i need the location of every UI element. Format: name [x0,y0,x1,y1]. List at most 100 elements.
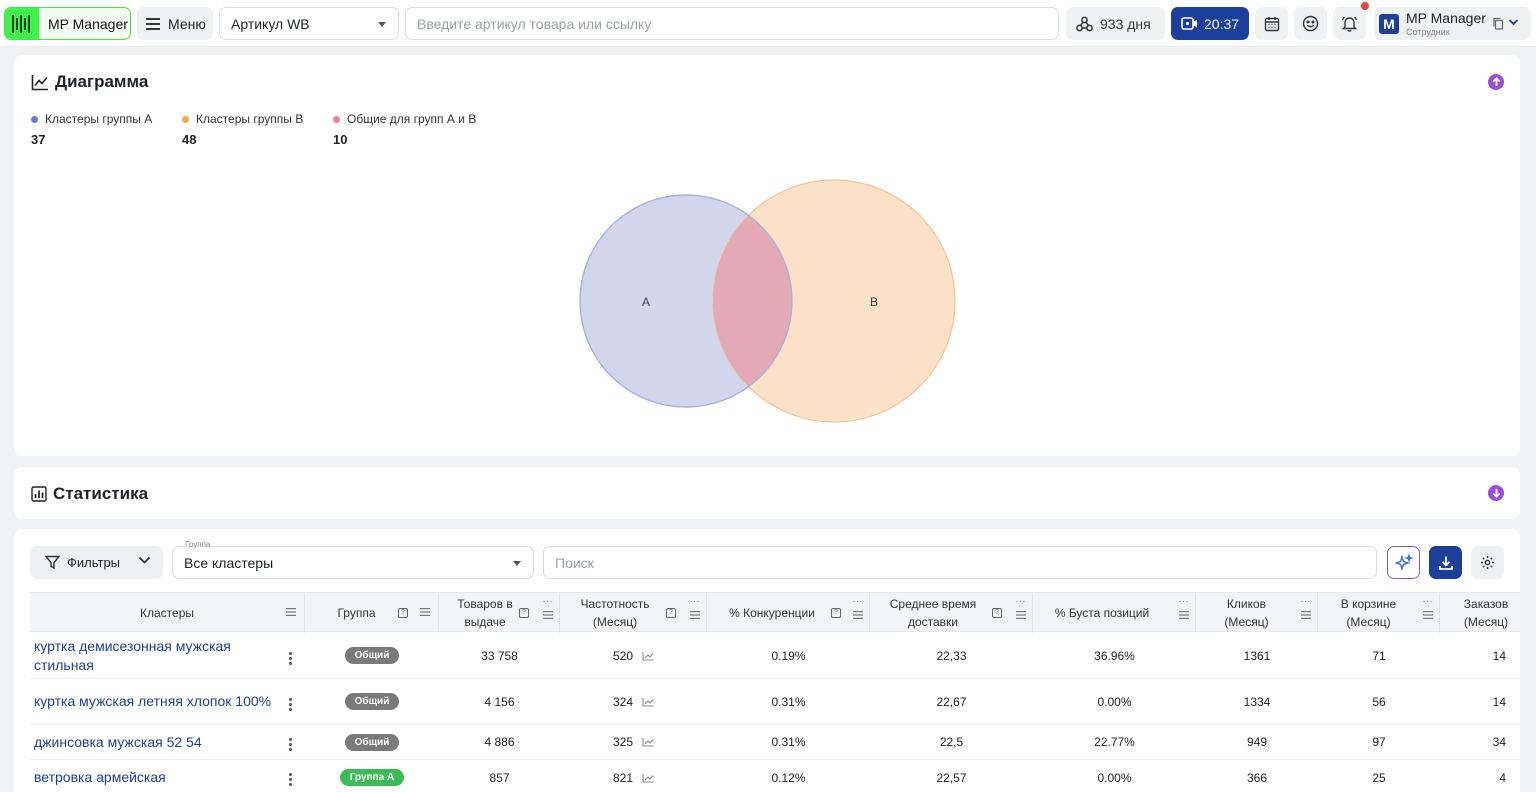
products-cell: 4 886 [484,735,515,749]
group-cell: Общий [305,679,439,724]
orders-cell: 14 [1492,694,1506,709]
col-header-boost[interactable]: % Буста позиций ··· [1033,593,1196,633]
col-header-frequency-label: Частотность (Месяц) [580,597,650,629]
more-icon[interactable]: ··· [852,596,863,606]
col-header-frequency[interactable]: Частотность (Месяц) ? ··· [560,593,707,633]
clicks-cell: 1334 [1243,694,1271,709]
expand-statistics-button[interactable] [1488,485,1504,501]
column-menu-icon[interactable] [1015,611,1026,619]
col-header-clicks[interactable]: Кликов (Месяц) ··· [1196,593,1318,633]
table-settings-button[interactable] [1471,546,1504,579]
group-select[interactable]: Группа Все кластеры [172,540,534,579]
col-header-clicks-label: Кликов (Месяц) [1224,597,1269,629]
article-search-placeholder: Введите артикул товара или ссылку [417,15,652,32]
help-icon[interactable]: ? [666,608,676,618]
row-actions-icon[interactable] [285,737,295,752]
profile-role: Сотрудник [1406,26,1450,37]
col-header-cart[interactable]: В корзине (Месяц) ··· [1318,593,1440,633]
help-icon[interactable]: ? [831,608,841,618]
column-menu-icon[interactable] [852,611,863,619]
app-name: MP Manager [48,15,128,32]
column-menu-icon[interactable] [286,608,296,616]
more-icon[interactable]: ··· [542,596,553,606]
boost-cell: 0.00% [1097,770,1132,785]
trend-chart-icon[interactable] [642,737,654,747]
cluster-search-input[interactable]: Поиск [543,546,1377,579]
download-icon [1438,556,1453,570]
feedback-button[interactable] [1294,7,1327,40]
filters-button[interactable]: Фильтры [30,546,163,579]
more-icon[interactable]: ··· [1178,596,1189,606]
subscription-days-button[interactable]: 933 дня [1066,7,1165,40]
col-header-competition[interactable]: % Конкуренции ? ··· [707,593,870,633]
col-header-cluster[interactable]: Кластеры [30,593,305,633]
legend-count-a: 37 [31,132,46,147]
cluster-link[interactable]: куртка демисезонная мужская стильная [34,637,231,673]
col-header-group[interactable]: Группа ? [305,593,439,633]
col-header-delivery[interactable]: Среднее время доставки ? ··· [870,593,1033,633]
col-header-orders[interactable]: Заказов (Месяц) [1440,593,1520,633]
clicks-cell: 949 [1246,735,1268,749]
trend-chart-icon[interactable] [642,697,654,707]
boost-cell: 36.96% [1094,648,1135,663]
column-menu-icon[interactable] [1178,611,1189,619]
cluster-link[interactable]: ветровка армейская [34,769,166,785]
ai-assistant-button[interactable] [1387,546,1420,579]
video-icon [1181,17,1197,30]
line-chart-icon [31,74,48,90]
collapse-diagram-button[interactable] [1488,74,1504,90]
frequency-cell: 324 [560,679,707,724]
more-icon[interactable]: ··· [1300,596,1311,606]
article-type-select[interactable]: Артикул WB [219,7,399,40]
article-search-input[interactable]: Введите артикул товара или ссылку [405,7,1059,40]
legend-count-common: 10 [333,132,348,147]
more-icon[interactable]: ··· [1422,596,1433,606]
products-cell: 857 [489,770,510,785]
legend-dot-a [31,115,38,123]
profile-menu[interactable]: M MP Manager Сотрудник [1374,7,1531,40]
column-menu-icon[interactable] [542,611,553,619]
help-icon[interactable]: ? [398,608,408,618]
delivery-cell: 22,57 [936,770,967,785]
profile-names: MP Manager Сотрудник [1406,11,1486,37]
col-header-orders-label: Заказов (Месяц) [1463,597,1509,629]
col-header-products[interactable]: Товаров в выдаче ? ··· [439,593,560,633]
group-cell: Общий [305,633,439,678]
column-menu-icon[interactable] [1300,611,1311,619]
calendar-button[interactable] [1255,7,1288,40]
column-menu-icon[interactable] [420,608,430,616]
table-row[interactable]: ветровка армейская Группа А 857 821 0.12… [30,760,1520,792]
app-logo-button[interactable]: MP Manager [4,7,131,40]
cart-cell: 56 [1372,694,1386,709]
download-button[interactable] [1429,546,1462,579]
video-call-button[interactable]: 20:37 [1171,7,1249,40]
notifications-button[interactable] [1333,7,1366,40]
table-row[interactable]: куртка демисезонная мужская стильная Общ… [30,633,1520,679]
delivery-cell: 22,5 [939,735,964,749]
help-icon[interactable]: ? [992,608,1002,618]
legend-group-a: Кластеры группы А 37 [31,112,152,147]
row-actions-icon[interactable] [285,697,295,712]
row-actions-icon[interactable] [285,772,295,787]
column-menu-icon[interactable] [689,611,700,619]
row-actions-icon[interactable] [285,651,295,666]
legend-label-b: Кластеры группы В [196,112,304,126]
table-row[interactable]: куртка мужская летняя хлопок 100% Общий … [30,679,1520,725]
cluster-link[interactable]: джинсовка мужская 52 54 [34,733,202,750]
more-icon[interactable]: ··· [689,596,700,606]
trend-chart-icon[interactable] [642,651,654,661]
trend-chart-icon[interactable] [642,773,654,783]
group-badge: Общий [344,693,400,710]
group-select-label: Группа [183,540,213,549]
menu-button[interactable]: Меню [137,7,213,40]
help-icon[interactable]: ? [519,608,529,618]
diagram-title: Диаграмма [55,72,149,91]
more-icon[interactable]: ··· [1015,596,1026,606]
copy-icon[interactable] [1492,17,1504,30]
col-header-group-label: Группа [337,606,376,620]
notification-dot [1361,2,1369,10]
table-row[interactable]: джинсовка мужская 52 54 Общий 4 886 325 … [30,725,1520,760]
venn-label-a: A [642,295,650,309]
cluster-link[interactable]: куртка мужская летняя хлопок 100% [34,693,272,709]
column-menu-icon[interactable] [1422,611,1433,619]
